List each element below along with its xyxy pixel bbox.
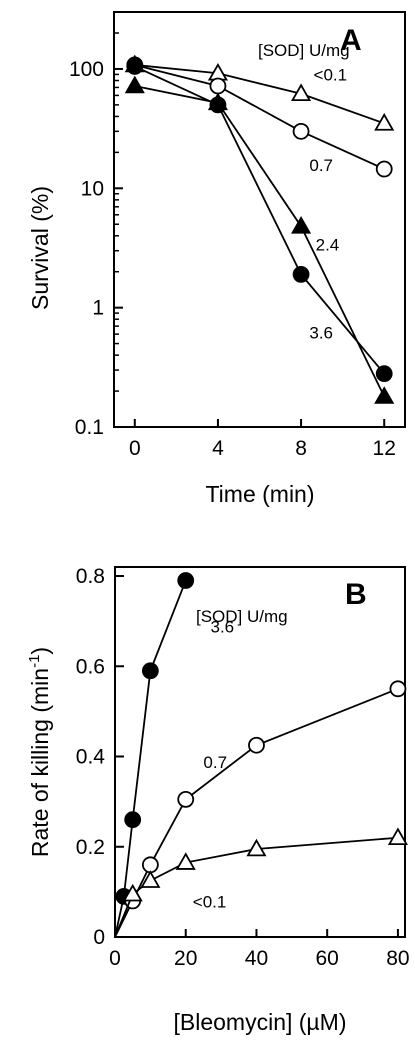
panel-b-data-point [389, 680, 407, 698]
panel-b-legend-title: [SOD] U/mg [196, 607, 288, 626]
panel-b-y-axis-title: Rate of killing (min-1) [26, 647, 53, 857]
panel-a-y-axis-title: Survival (%) [27, 186, 53, 310]
panel-a-data-point [374, 386, 395, 404]
panel-b-series-label: 3.6 [210, 617, 234, 636]
panel-a-y-tick-label: 100 [69, 58, 104, 81]
panel-a-y-tick-label: 0.1 [75, 416, 104, 439]
panel-b-data-point [141, 662, 159, 680]
panel-a-series-label: <0.1 [314, 66, 348, 85]
panel-b-data-point [175, 852, 196, 870]
panel-b-data-point [140, 870, 161, 888]
panel-b-x-tick-label: 40 [245, 947, 268, 970]
panel-a-x-tick-label: 8 [295, 437, 307, 460]
panel-b-data-point [177, 572, 195, 589]
panel-a-axis-ticks: 0 4 8 12 0.1 1 10 100 [69, 11, 396, 460]
panel-b-rate-chart: 0 20 40 60 80 0 0.2 0.4 0.6 0.8 3.6 0.7 <0.1 B [SOD… [26, 565, 410, 1035]
panel-b-y-tick-label: 0 [93, 926, 105, 949]
panel-b-x-tick-label: 20 [174, 947, 197, 970]
panel-a-data-point [374, 113, 395, 131]
panel-b-axis-ticks: 0 20 40 60 80 0 0.2 0.4 0.6 0.8 [76, 565, 410, 970]
panel-a-data-point [292, 122, 310, 140]
panel-a-data-point [291, 216, 312, 234]
panel-a-y-tick-label: 10 [81, 177, 104, 200]
panel-a-series-line [134, 64, 385, 125]
panel-b-y-tick-label: 0.2 [76, 836, 105, 859]
panel-a-y-tick-label: 1 [92, 297, 104, 320]
panel-b-y-tick-label: 0.6 [76, 655, 105, 678]
panel-a-series-layer: <0.1 0.7 2.4 3.6 [124, 54, 395, 404]
panel-b-x-tick-label: 80 [386, 947, 409, 970]
panel-a-data-point [126, 58, 144, 75]
panel-b-data-point [122, 883, 143, 902]
panel-b-data-point [124, 811, 142, 829]
panel-a-plot-frame [113, 11, 406, 428]
panel-b-series-line [114, 687, 399, 938]
panel-a-data-point [209, 77, 227, 95]
panel-a-x-axis-title: Time (min) [205, 481, 314, 507]
panel-a-legend-title: [SOD] U/mg [258, 41, 350, 60]
panel-a-x-tick-label: 0 [129, 437, 141, 460]
panel-b-series-layer: 3.6 0.7 <0.1 [114, 572, 408, 938]
panel-b-data-point [141, 856, 159, 874]
panel-a-series-line [134, 85, 386, 397]
panel-a-series-line [134, 65, 385, 375]
panel-a-survival-chart: 0 4 8 12 0.1 1 10 100 <0.1 0.7 2.4 3.6 A [SOD] U/m… [27, 11, 406, 507]
panel-b-y-tick-label: 0.8 [76, 565, 105, 588]
panel-b-x-axis-title: [Bleomycin] (µM) [174, 1009, 347, 1035]
panel-b-x-tick-label: 60 [316, 947, 339, 970]
panel-b-series-label: 0.7 [203, 753, 227, 772]
panel-b-plot-frame [114, 566, 406, 938]
panel-a-series-line [134, 64, 385, 170]
panel-a-x-tick-label: 4 [212, 437, 224, 460]
panel-b-data-point [177, 790, 195, 808]
panel-b-data-point [246, 838, 267, 857]
panel-b-data-point [248, 736, 265, 754]
panel-a-data-point [292, 265, 310, 283]
panel-a-series-label: 2.4 [316, 236, 340, 255]
panel-b-letter: B [345, 578, 367, 611]
panel-b-x-tick-label: 0 [109, 947, 121, 970]
panel-b-series-label: <0.1 [193, 893, 227, 912]
panel-a-series-label: 3.6 [309, 324, 333, 343]
panel-a-data-point [375, 160, 393, 178]
panel-a-x-tick-label: 12 [373, 437, 396, 460]
panel-b-data-point [387, 827, 408, 846]
panel-a-data-point [124, 75, 145, 94]
panel-b-y-axis-title-group: Rate of killing (min-1) [26, 647, 53, 857]
panel-a-data-point [209, 96, 227, 114]
panel-a-data-point [375, 365, 393, 383]
panel-b-y-tick-label: 0.4 [76, 746, 106, 769]
panel-a-series-label: 0.7 [309, 156, 333, 175]
panel-a-letter: A [340, 24, 362, 57]
panel-a-data-point [291, 83, 312, 101]
